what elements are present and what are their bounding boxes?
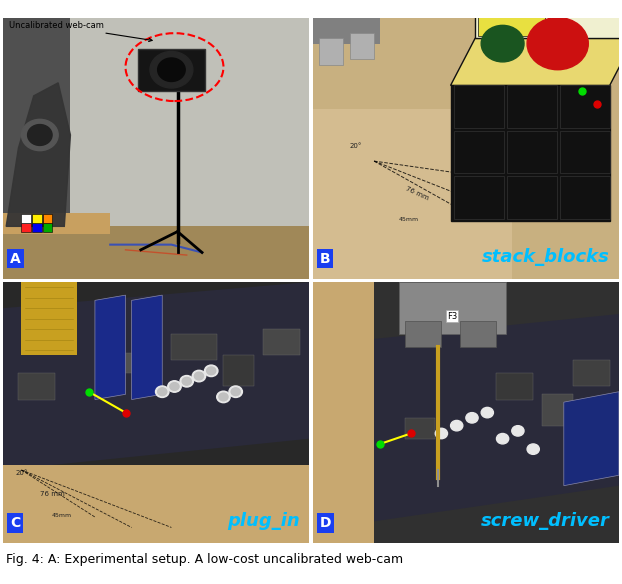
Circle shape [170, 383, 179, 391]
Circle shape [466, 413, 478, 423]
Circle shape [27, 124, 52, 145]
FancyBboxPatch shape [313, 282, 619, 543]
Circle shape [231, 388, 240, 395]
FancyBboxPatch shape [453, 176, 504, 218]
Polygon shape [350, 33, 374, 60]
FancyBboxPatch shape [223, 355, 254, 387]
Polygon shape [450, 39, 622, 85]
Text: screw_driver: screw_driver [481, 512, 610, 530]
Circle shape [22, 119, 58, 151]
Text: Uncalibrated web-cam: Uncalibrated web-cam [9, 21, 152, 41]
FancyBboxPatch shape [21, 224, 31, 232]
Circle shape [481, 408, 493, 418]
Circle shape [512, 426, 524, 436]
FancyBboxPatch shape [42, 224, 52, 232]
Polygon shape [3, 282, 309, 470]
Polygon shape [313, 282, 374, 543]
FancyBboxPatch shape [460, 321, 496, 347]
FancyBboxPatch shape [64, 18, 309, 239]
FancyBboxPatch shape [3, 282, 309, 543]
Circle shape [435, 428, 447, 439]
Circle shape [157, 58, 185, 82]
Polygon shape [319, 39, 343, 64]
Text: 76 mm: 76 mm [40, 491, 65, 497]
FancyBboxPatch shape [110, 353, 135, 373]
Circle shape [150, 51, 193, 88]
Text: A: A [10, 252, 21, 266]
FancyBboxPatch shape [32, 224, 42, 232]
FancyBboxPatch shape [19, 373, 55, 399]
FancyBboxPatch shape [542, 394, 573, 426]
FancyBboxPatch shape [3, 18, 70, 279]
Circle shape [216, 391, 230, 403]
FancyBboxPatch shape [172, 334, 217, 360]
FancyBboxPatch shape [263, 329, 300, 355]
Text: Fig. 4: A: Experimental setup. A low-cost uncalibrated web-cam: Fig. 4: A: Experimental setup. A low-cos… [6, 554, 403, 566]
Text: B: B [320, 252, 330, 266]
Polygon shape [313, 18, 380, 44]
Circle shape [168, 381, 181, 392]
Polygon shape [564, 392, 619, 486]
Text: 45mm: 45mm [52, 513, 72, 518]
FancyBboxPatch shape [573, 360, 610, 387]
Circle shape [207, 367, 216, 375]
FancyBboxPatch shape [3, 213, 110, 234]
Circle shape [205, 365, 218, 377]
Circle shape [195, 372, 203, 380]
FancyBboxPatch shape [3, 227, 309, 279]
FancyBboxPatch shape [450, 85, 610, 221]
FancyBboxPatch shape [507, 85, 557, 128]
FancyBboxPatch shape [21, 214, 31, 223]
Text: 20°: 20° [16, 470, 28, 476]
Text: 20°: 20° [350, 143, 362, 149]
Circle shape [156, 386, 169, 398]
Text: 45mm: 45mm [399, 217, 419, 222]
FancyBboxPatch shape [137, 49, 205, 91]
FancyBboxPatch shape [399, 282, 506, 334]
FancyBboxPatch shape [405, 418, 435, 439]
FancyBboxPatch shape [313, 109, 512, 279]
Polygon shape [475, 0, 622, 39]
FancyBboxPatch shape [3, 465, 309, 543]
Circle shape [450, 420, 463, 431]
FancyBboxPatch shape [507, 176, 557, 218]
FancyBboxPatch shape [478, 0, 545, 36]
Polygon shape [95, 295, 126, 399]
Text: F3: F3 [447, 311, 457, 321]
Polygon shape [368, 314, 622, 522]
Circle shape [229, 386, 243, 398]
FancyBboxPatch shape [560, 176, 610, 218]
Polygon shape [22, 277, 77, 355]
FancyBboxPatch shape [453, 131, 504, 173]
Polygon shape [6, 83, 70, 227]
FancyBboxPatch shape [32, 214, 42, 223]
Circle shape [180, 376, 193, 387]
Text: plug_in: plug_in [227, 512, 300, 530]
FancyBboxPatch shape [496, 373, 533, 399]
Text: 76 mm: 76 mm [405, 185, 430, 201]
FancyBboxPatch shape [560, 85, 610, 128]
FancyBboxPatch shape [313, 18, 619, 279]
Circle shape [481, 25, 524, 62]
FancyBboxPatch shape [42, 214, 52, 223]
Circle shape [527, 18, 588, 69]
Circle shape [496, 433, 509, 444]
Circle shape [527, 444, 539, 454]
FancyBboxPatch shape [560, 131, 610, 173]
Text: C: C [10, 516, 21, 530]
Circle shape [182, 377, 192, 385]
FancyBboxPatch shape [3, 18, 309, 279]
FancyBboxPatch shape [405, 321, 442, 347]
Circle shape [192, 370, 206, 382]
Text: stack_blocks: stack_blocks [482, 248, 610, 266]
Circle shape [157, 388, 167, 395]
Circle shape [219, 393, 228, 401]
FancyBboxPatch shape [507, 131, 557, 173]
FancyBboxPatch shape [453, 85, 504, 128]
Polygon shape [132, 295, 162, 399]
Text: D: D [319, 516, 331, 530]
